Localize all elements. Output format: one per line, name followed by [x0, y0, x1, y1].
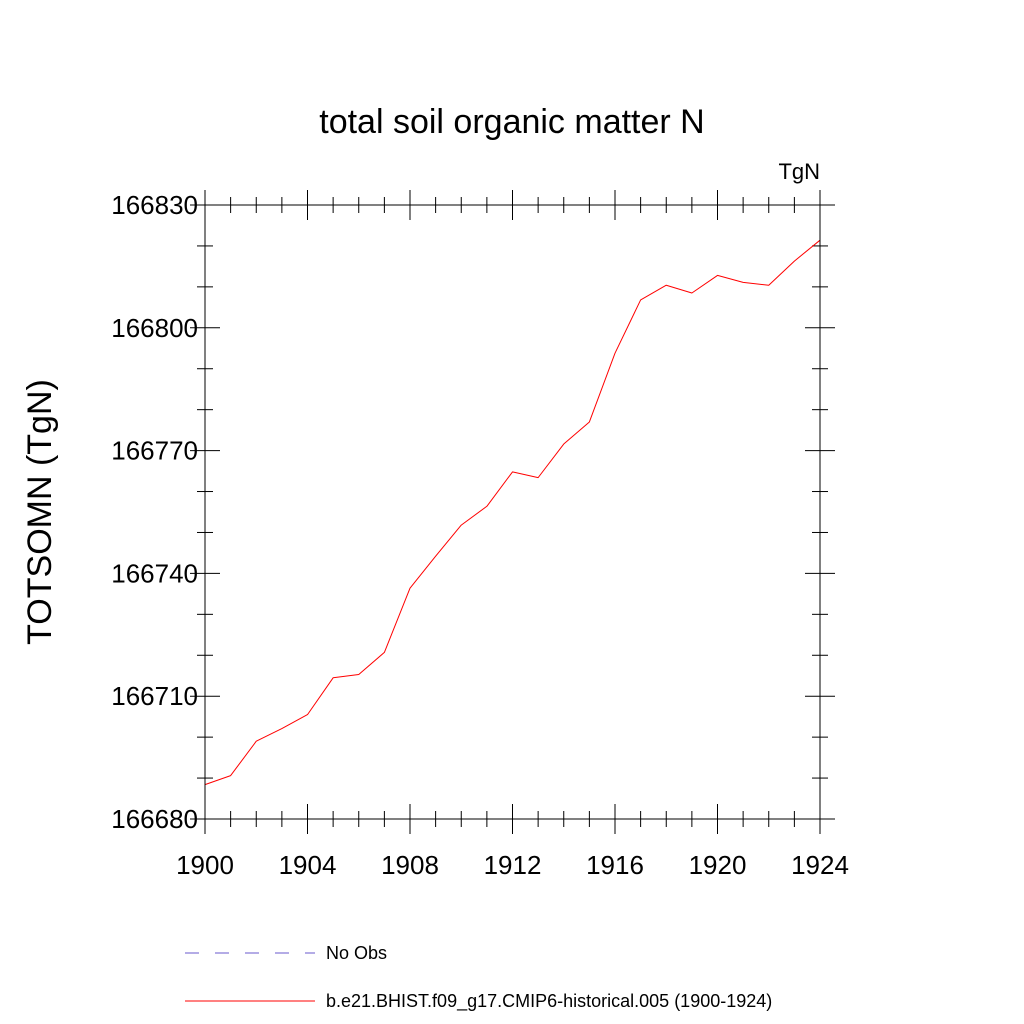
y-tick-label: 166710 [111, 681, 198, 711]
series-layer [204, 239, 821, 786]
legend-label: b.e21.BHIST.f09_g17.CMIP6-historical.005… [326, 991, 772, 1012]
x-tick-label: 1908 [381, 850, 439, 880]
plot-frame [204, 204, 821, 820]
major-ticks [190, 190, 835, 834]
y-tick-label: 166800 [111, 313, 198, 343]
legend-label: No Obs [326, 943, 387, 963]
x-tick-label: 1904 [279, 850, 337, 880]
x-tick-label: 1912 [484, 850, 542, 880]
x-tick-label: 1916 [586, 850, 644, 880]
y-tick-label: 166740 [111, 558, 198, 588]
legend: No Obs b.e21.BHIST.f09_g17.CMIP6-historic… [185, 943, 772, 1012]
x-tick-label: 1900 [176, 850, 234, 880]
x-tick-label: 1920 [689, 850, 747, 880]
units-label: TgN [778, 159, 820, 184]
y-tick-label: 166830 [111, 190, 198, 220]
series-line [204, 239, 821, 786]
chart-title: total soil organic matter N [319, 103, 705, 141]
y-axis-label: TOTSOMN (TgN) [21, 379, 59, 645]
minor-ticks [197, 197, 828, 827]
x-tick-label: 1924 [791, 850, 849, 880]
y-tick-label: 166680 [111, 804, 198, 834]
y-tick-label: 166770 [111, 436, 198, 466]
tick-labels: 1900 1904 1908 1912 1916 1920 1924 166680 166710… [111, 190, 849, 880]
